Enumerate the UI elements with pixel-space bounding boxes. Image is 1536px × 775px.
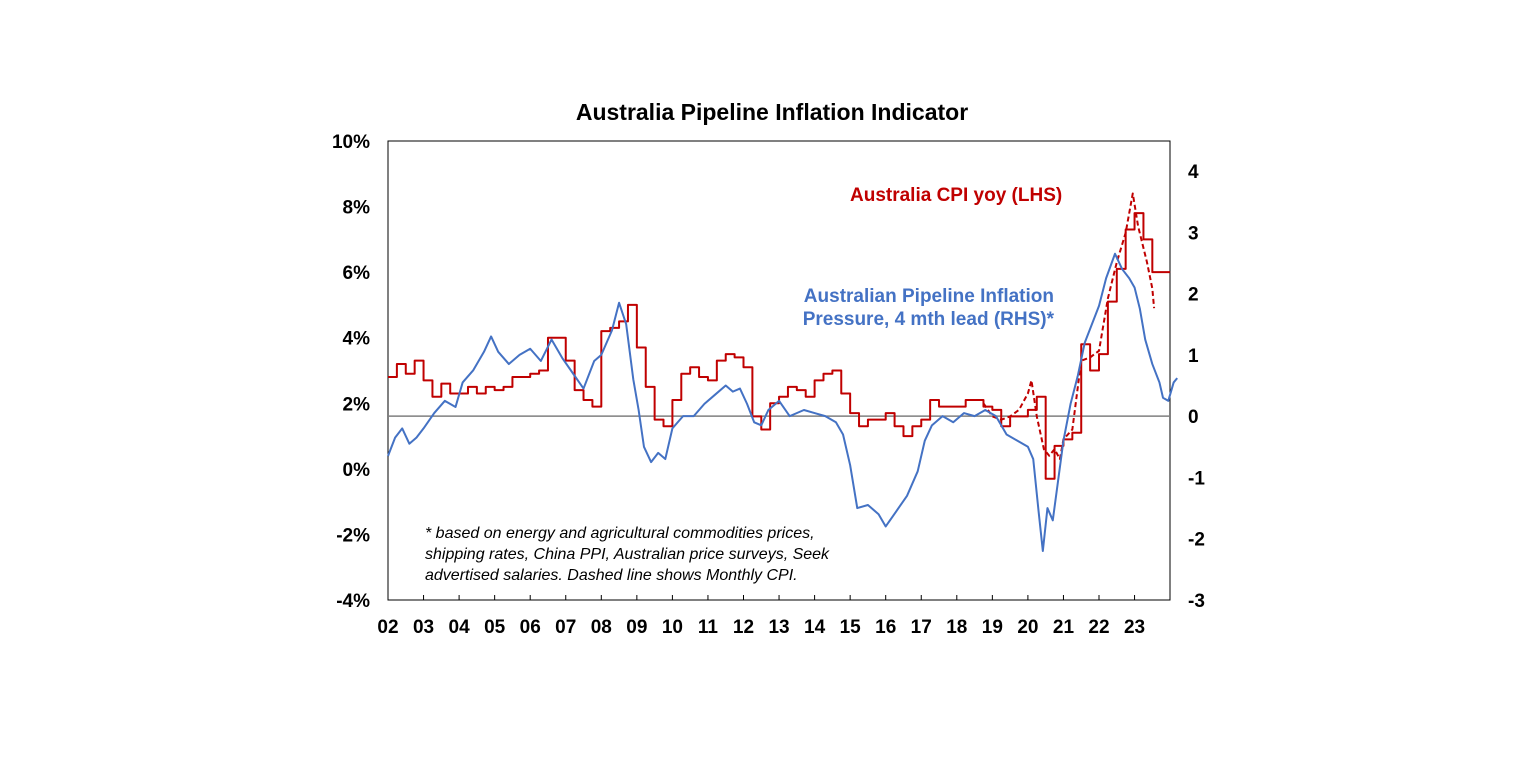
- x-tick-label: 19: [982, 617, 1003, 638]
- pipeline-series-label-line2: Pressure, 4 mth lead (RHS)*: [803, 309, 1055, 330]
- right-tick-label: 1: [1188, 346, 1199, 367]
- x-tick-label: 09: [626, 617, 647, 638]
- x-tick-label: 13: [768, 617, 789, 638]
- x-tick-label: 10: [662, 617, 683, 638]
- left-axis-ticks: -4% -2% 0% 2% 4% 6% 8% 10%: [332, 132, 370, 612]
- left-tick-label: 10%: [332, 132, 370, 153]
- series-line-0: [388, 212, 1171, 480]
- right-tick-label: -1: [1188, 468, 1205, 489]
- x-tick-label: 22: [1088, 617, 1109, 638]
- left-tick-label: 8%: [343, 198, 371, 219]
- left-tick-label: 2%: [343, 394, 371, 415]
- footnote-line1: * based on energy and agricultural commo…: [425, 525, 815, 542]
- left-tick-label: 0%: [343, 460, 371, 481]
- x-tick-label: 14: [804, 617, 826, 638]
- footnote-line2: shipping rates, China PPI, Australian pr…: [425, 546, 830, 563]
- x-tick-label: 17: [911, 617, 932, 638]
- right-tick-label: 0: [1188, 407, 1199, 428]
- x-tick-label: 11: [698, 617, 719, 638]
- left-tick-label: -4%: [336, 591, 370, 612]
- left-tick-label: 4%: [343, 329, 371, 350]
- x-tick-label: 07: [555, 617, 576, 638]
- chart-title: Australia Pipeline Inflation Indicator: [576, 99, 968, 125]
- x-tick-label: 08: [591, 617, 612, 638]
- left-tick-label: -2%: [336, 525, 370, 546]
- x-tick-label: 06: [520, 617, 541, 638]
- x-tick-label: 21: [1053, 617, 1075, 638]
- x-tick-label: 02: [377, 617, 398, 638]
- footnote-line3: advertised salaries. Dashed line shows M…: [425, 567, 798, 584]
- cpi-series-label: Australia CPI yoy (LHS): [850, 185, 1062, 206]
- x-tick-label: 12: [733, 617, 754, 638]
- pipeline-series-label-line1: Australian Pipeline Inflation: [804, 286, 1054, 307]
- x-tick-label: 18: [946, 617, 967, 638]
- x-tick-label: 03: [413, 617, 434, 638]
- x-tick-label: 04: [449, 617, 471, 638]
- x-tick-label: 05: [484, 617, 506, 638]
- x-axis-ticks: 02 03 04 05 06 07 08 09 10 11 12 13 14 15 16 17 18 19 20 21…: [377, 595, 1145, 638]
- left-tick-label: 6%: [343, 263, 371, 284]
- x-tick-label: 15: [840, 617, 862, 638]
- right-tick-label: 4: [1188, 162, 1199, 183]
- right-tick-label: -2: [1188, 530, 1205, 551]
- x-tick-label: 23: [1124, 617, 1145, 638]
- x-tick-label: 20: [1017, 617, 1038, 638]
- right-tick-label: 3: [1188, 223, 1199, 244]
- right-tick-label: 2: [1188, 285, 1199, 306]
- series-line-2: [387, 252, 1178, 552]
- series-layer: [387, 192, 1178, 552]
- x-tick-label: 16: [875, 617, 896, 638]
- right-axis-ticks: -3 -2 -1 0 1 2 3 4: [1188, 162, 1205, 612]
- right-tick-label: -3: [1188, 591, 1205, 612]
